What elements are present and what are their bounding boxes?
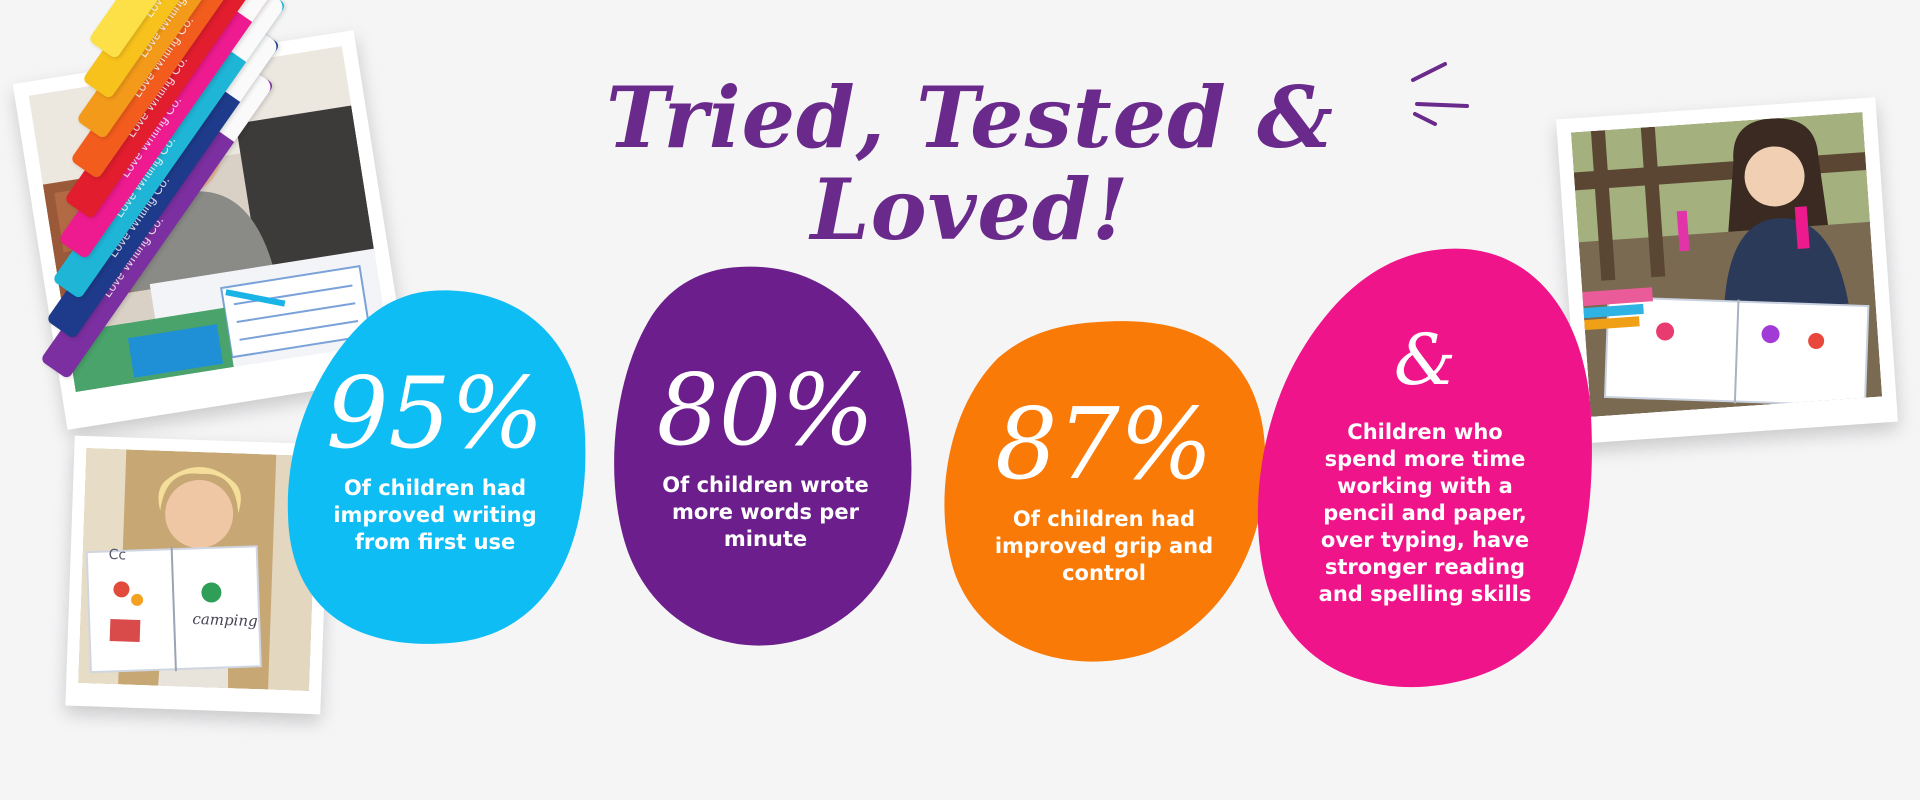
stat-card-improved-grip: 87% Of children had improved grip and co… bbox=[938, 318, 1270, 663]
stat-value-87: 87% bbox=[995, 388, 1213, 502]
stat-card-more-words: 80% Of children wrote more words per min… bbox=[608, 262, 923, 652]
orange-blob-shape bbox=[944, 321, 1266, 662]
blue-blob-shape bbox=[287, 290, 586, 644]
stat-text-improved-grip: Of children had improved grip and contro… bbox=[994, 507, 1214, 585]
stat-text-reading-spelling: Children who spend more time working wit… bbox=[1318, 420, 1532, 606]
stat-text-improved-writing: Of children had improved writing from fi… bbox=[333, 476, 537, 554]
sparkle-lines-icon bbox=[1411, 62, 1469, 126]
stat-text-more-words: Of children wrote more words per minute bbox=[662, 473, 869, 551]
ampersand-symbol: & bbox=[1393, 319, 1457, 401]
girl-pens-polaroid bbox=[1556, 97, 1898, 444]
workbook-letters: Cc bbox=[108, 546, 127, 564]
stat-value-95: 95% bbox=[326, 357, 544, 471]
workbook-word: camping bbox=[192, 609, 258, 631]
girl-with-pens-photo bbox=[1570, 112, 1883, 417]
stat-value-80: 80% bbox=[656, 354, 875, 468]
stat-card-reading-spelling: & Children who spend more time working w… bbox=[1255, 245, 1595, 690]
purple-blob-shape bbox=[614, 266, 912, 646]
girl-holding-workbook-photo: Cc camping bbox=[78, 448, 318, 691]
page-title: Tried, Tested & Loved! bbox=[606, 68, 1334, 260]
girl-workbook-polaroid: Cc camping bbox=[65, 435, 330, 715]
pink-blob-shape bbox=[1257, 248, 1592, 688]
stat-card-improved-writing: 95% Of children had improved writing fro… bbox=[280, 285, 590, 650]
